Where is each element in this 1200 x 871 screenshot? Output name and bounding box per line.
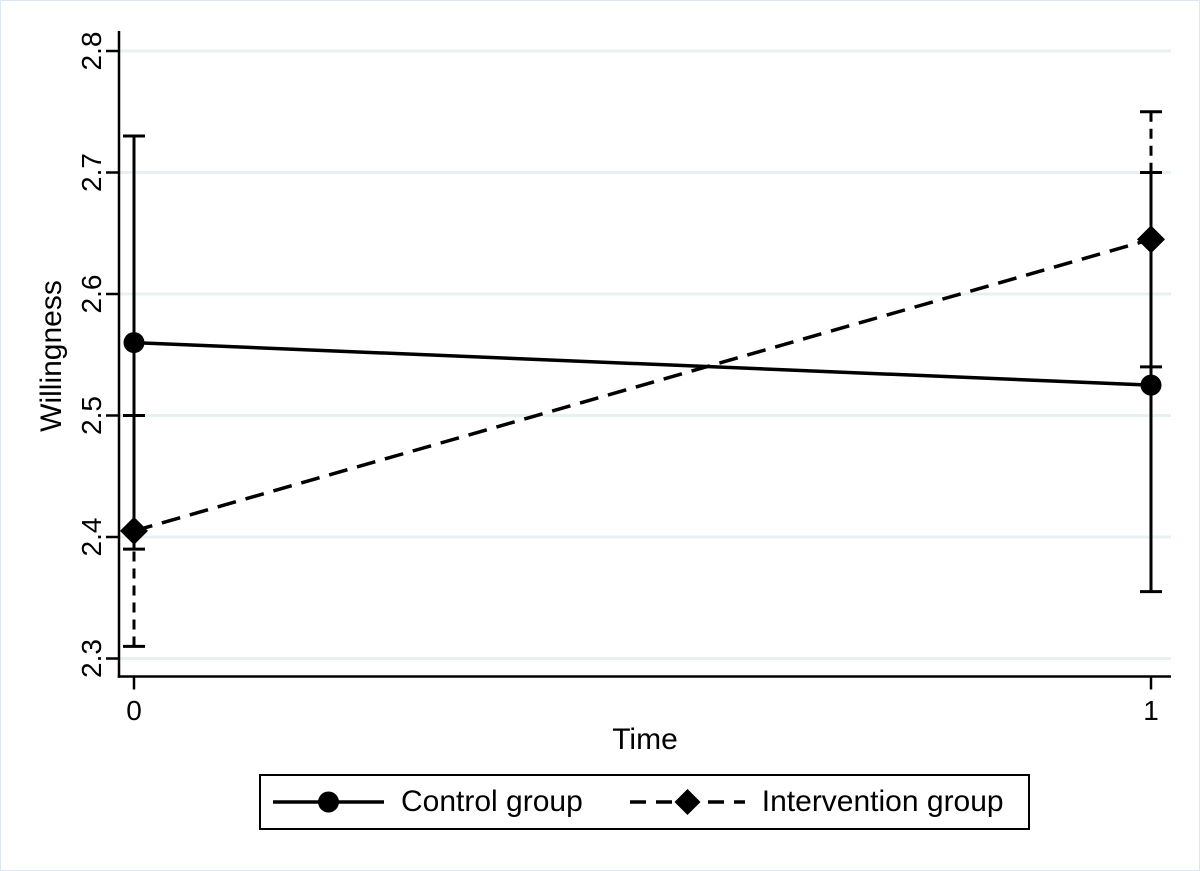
y-axis-title: Willingness [35,280,68,432]
y-tick-label: 2.5 [76,396,107,435]
y-tick-label: 2.8 [76,32,107,71]
legend-swatch-intervention-dashed-diamond-icon [629,789,745,815]
x-axis-title: Time [612,723,678,756]
series-line-control [133,340,1152,387]
legend-swatch-control-line-circle-icon [273,791,384,813]
legend-label-control: Control group [401,785,583,818]
y-tick-label: 2.7 [76,153,107,192]
marker-diamond [120,516,148,545]
legend-label-intervention: Intervention group [761,785,1004,818]
marker-diamond [1137,225,1165,254]
x-tick-label: 1 [1143,695,1159,726]
plot-generated-content: 2.3 2.4 2.5 2.6 2.7 2.8 0 1 [76,31,1171,726]
y-tick-label: 2.6 [76,275,107,314]
marker-circle [1140,374,1162,396]
legend: Control group Intervention group [259,774,1030,830]
y-tick-label: 2.3 [76,639,107,678]
y-tick-label: 2.4 [76,518,107,557]
series-line-intervention [133,237,1152,533]
x-tick-label: 0 [126,695,142,726]
marker-circle [123,332,145,354]
